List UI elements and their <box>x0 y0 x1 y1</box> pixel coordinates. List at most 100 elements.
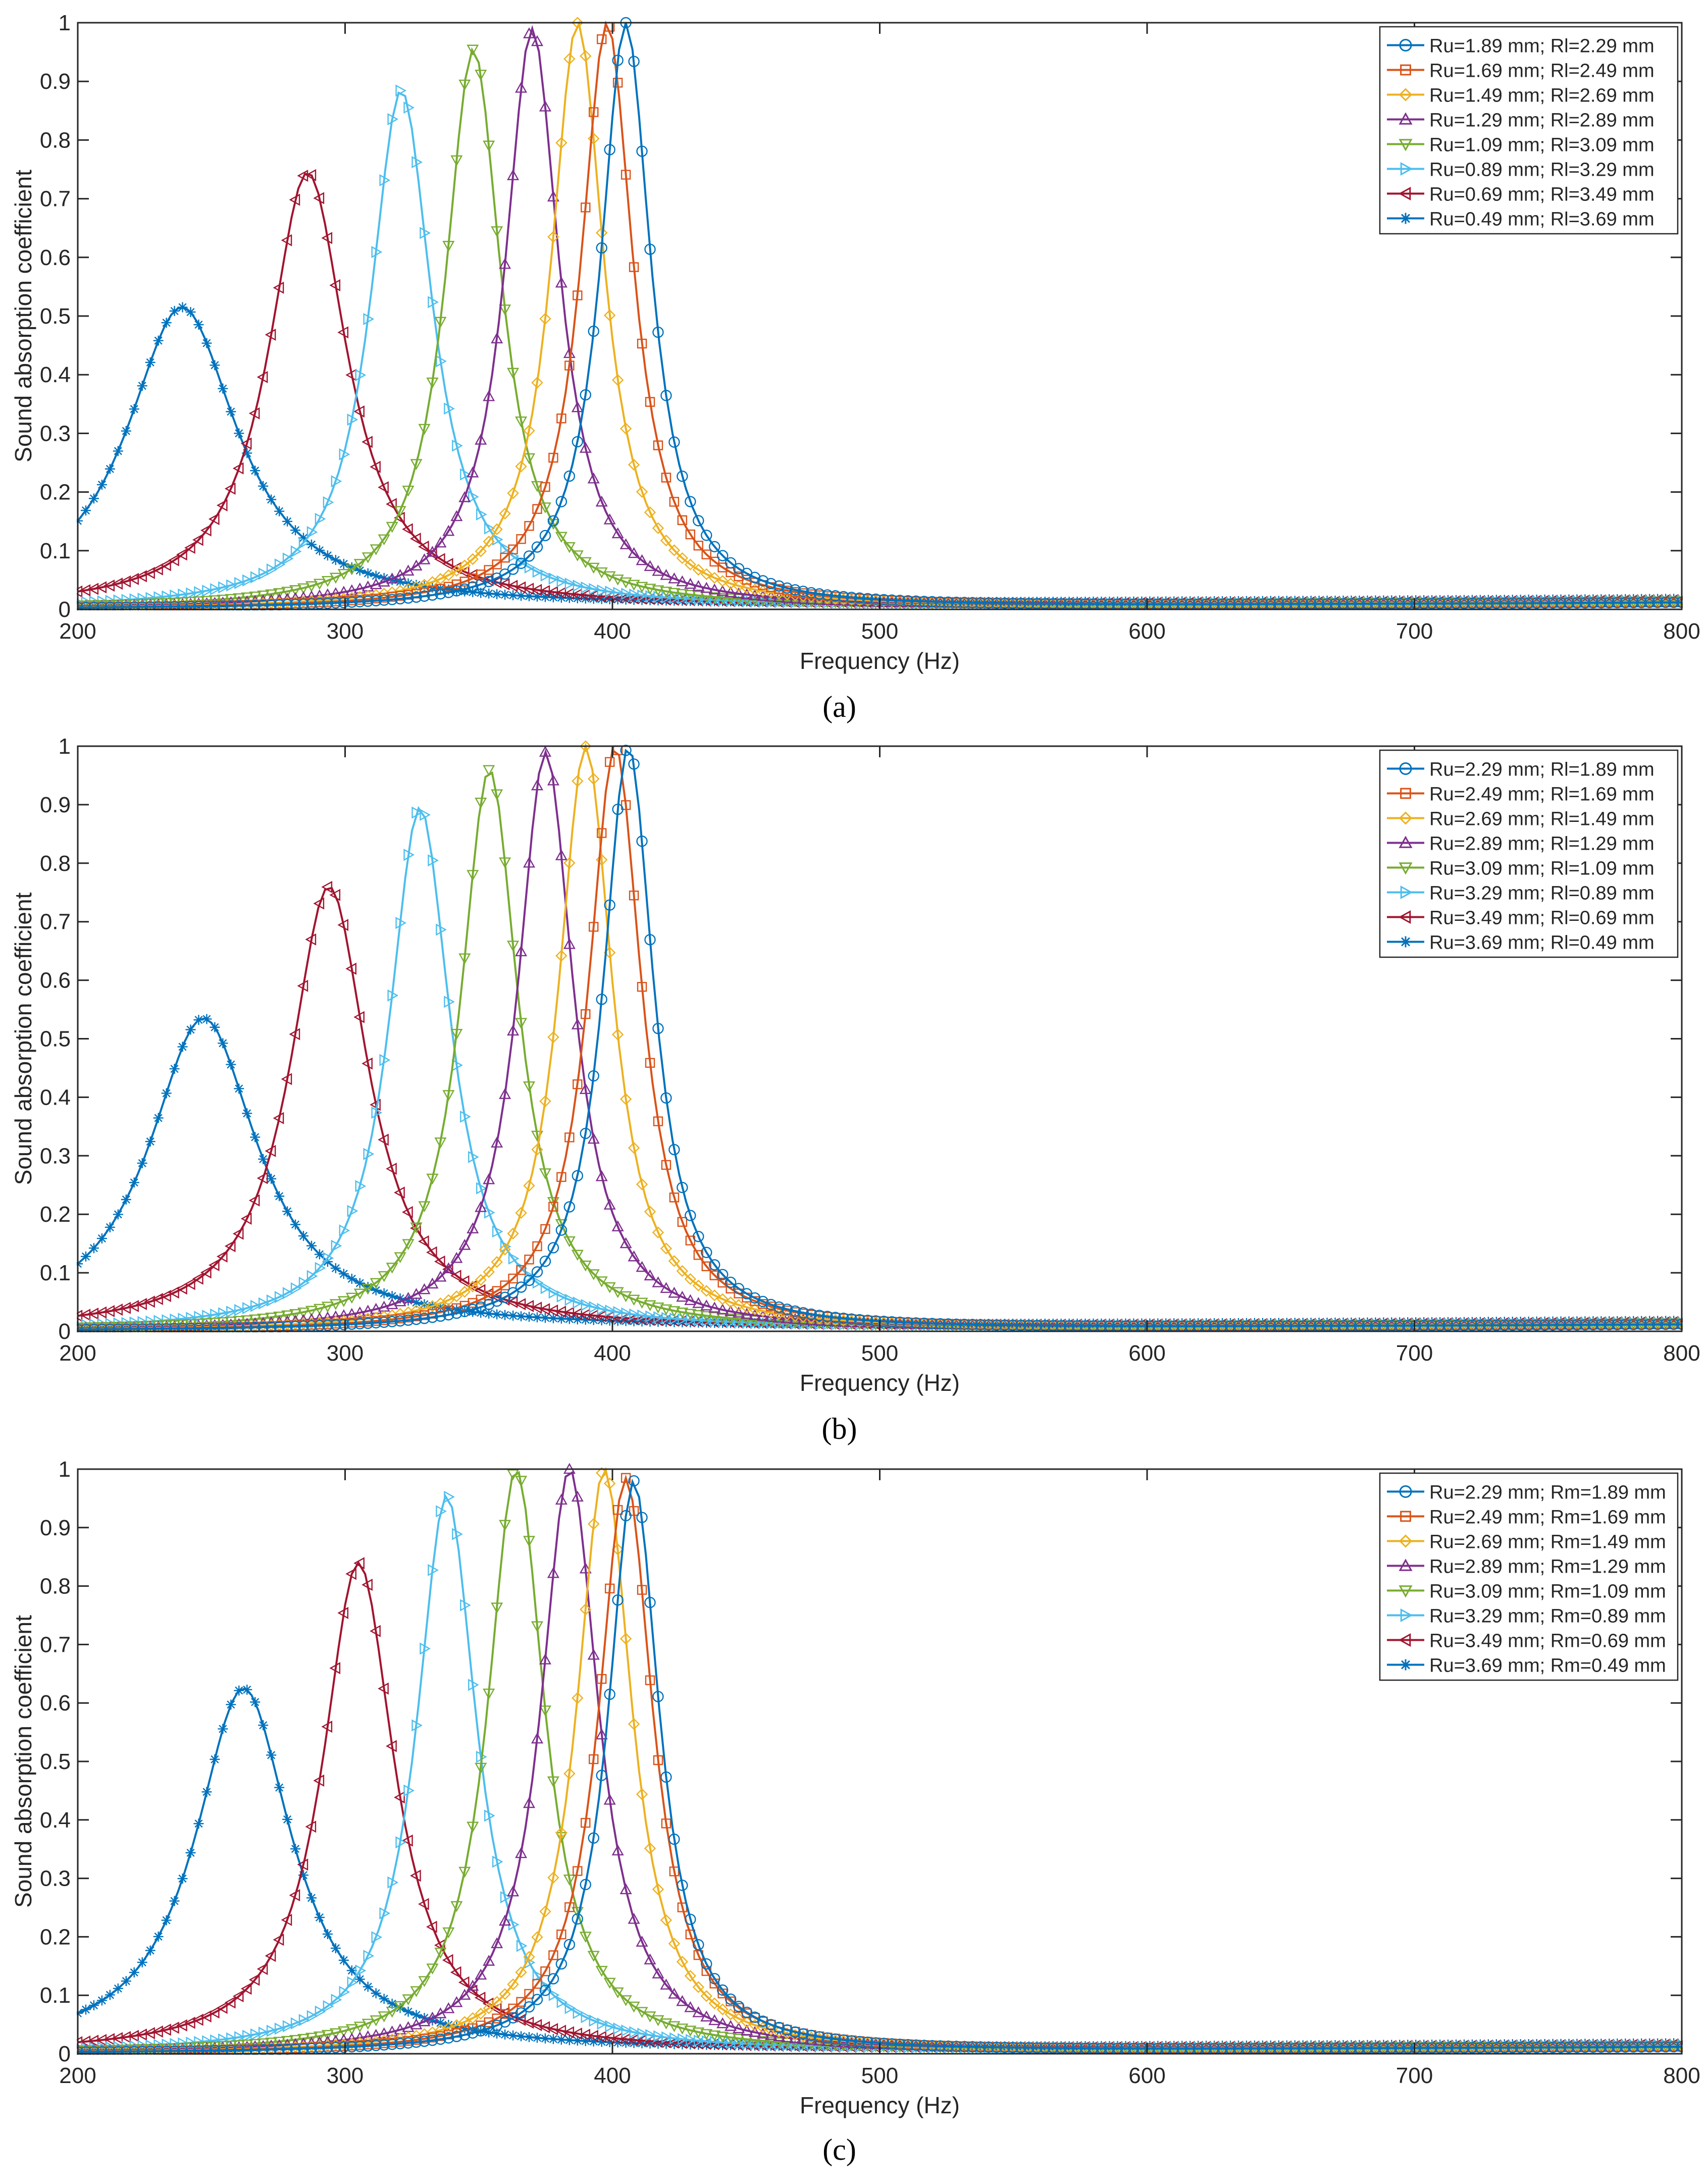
y-tick-label: 0.6 <box>40 968 71 993</box>
y-axis-label: Sound absorption coefficient <box>10 170 36 462</box>
x-tick-label: 400 <box>594 1341 631 1366</box>
y-tick-label: 0.8 <box>40 851 71 876</box>
series-markers <box>77 1475 1683 2055</box>
legend-marker <box>1399 88 1413 101</box>
legend-marker <box>1399 1534 1413 1548</box>
y-tick-label: 0.4 <box>40 1808 71 1833</box>
y-tick-label: 0.9 <box>40 69 71 94</box>
y-tick-label: 0.9 <box>40 1516 71 1540</box>
y-tick-label: 0.3 <box>40 1143 71 1168</box>
legend: Ru=2.29 mm; Rm=1.89 mm Ru=2.49 mm; Rm=1.6… <box>1379 1472 1679 1681</box>
legend-item: Ru=3.09 mm; Rl=1.09 mm <box>1387 858 1655 879</box>
legend: Ru=1.89 mm; Rl=2.29 mm Ru=1.69 mm; Rl=2.4… <box>1379 26 1679 235</box>
y-tick-label: 0.2 <box>40 1202 71 1227</box>
legend-marker <box>1399 1485 1412 1498</box>
legend-box <box>1379 749 1679 958</box>
legend-label: Ru=2.29 mm; Rm=1.89 mm <box>1429 1482 1666 1503</box>
y-tick-label: 0.1 <box>40 1261 71 1285</box>
y-tick-label: 1 <box>59 11 71 35</box>
x-tick-label: 300 <box>327 2063 364 2088</box>
legend-label: Ru=0.69 mm; Rl=3.49 mm <box>1429 184 1655 205</box>
legend-marker <box>1398 1633 1411 1647</box>
x-tick-label: 600 <box>1128 1341 1165 1366</box>
legend: Ru=2.29 mm; Rl=1.89 mm Ru=2.49 mm; Rl=1.6… <box>1379 749 1679 958</box>
y-tick-label: 1 <box>59 1457 71 1482</box>
chart-panel-a: 200 300 400 500 600 700 800 0 0.1 0.2 0.3 0.4 0.5 0.6… <box>10 11 1700 723</box>
x-tick-label: 600 <box>1128 2063 1165 2088</box>
legend-label: Ru=1.29 mm; Rl=2.89 mm <box>1429 110 1655 131</box>
y-tick-label: 0.5 <box>40 1749 71 1774</box>
x-tick-label: 500 <box>861 1341 898 1366</box>
legend-marker <box>1400 162 1413 176</box>
legend-label: Ru=3.69 mm; Rm=0.49 mm <box>1429 1655 1666 1677</box>
y-tick-label: 0.2 <box>40 480 71 505</box>
legend-label: Ru=3.49 mm; Rl=0.69 mm <box>1429 908 1655 929</box>
y-tick-label: 0.2 <box>40 1925 71 1949</box>
chart-panel-b: 200 300 400 500 600 700 800 0 0.1 0.2 0.3 0.4 0.5 0.6… <box>10 734 1700 1445</box>
y-tick-label: 0.5 <box>40 1027 71 1052</box>
legend-marker <box>1398 186 1411 201</box>
legend-item: Ru=3.69 mm; Rm=0.49 mm <box>1387 1655 1666 1677</box>
x-tick-label: 200 <box>59 2063 96 2088</box>
x-axis-label: Frequency (Hz) <box>800 2092 960 2118</box>
legend-label: Ru=2.49 mm; Rm=1.69 mm <box>1429 1507 1666 1528</box>
legend-label: Ru=2.89 mm; Rm=1.29 mm <box>1429 1556 1666 1578</box>
legend-label: Ru=2.49 mm; Rl=1.69 mm <box>1429 784 1655 805</box>
legend-marker <box>1400 1511 1411 1522</box>
x-tick-label: 800 <box>1663 1341 1700 1366</box>
legend-marker <box>1400 885 1413 900</box>
x-tick-label: 600 <box>1128 619 1165 644</box>
legend-item: Ru=0.69 mm; Rl=3.49 mm <box>1387 184 1655 205</box>
legend-marker <box>1400 936 1411 948</box>
y-tick-label: 0.4 <box>40 1085 71 1110</box>
legend-marker <box>1400 213 1411 224</box>
legend-box <box>1379 26 1679 235</box>
legend-label: Ru=2.89 mm; Rl=1.29 mm <box>1429 834 1655 855</box>
legend-item: Ru=1.69 mm; Rl=2.49 mm <box>1387 61 1655 82</box>
legend-label: Ru=3.09 mm; Rm=1.09 mm <box>1429 1581 1666 1602</box>
y-tick-label: 0.5 <box>40 304 71 329</box>
legend-item: Ru=1.89 mm; Rl=2.29 mm <box>1387 36 1655 57</box>
x-tick-label: 800 <box>1663 619 1700 644</box>
legend-marker <box>1399 762 1412 775</box>
y-tick-label: 0.7 <box>40 1632 71 1657</box>
legend-marker <box>1400 788 1411 799</box>
x-tick-label: 500 <box>861 619 898 644</box>
legend-label: Ru=0.49 mm; Rl=3.69 mm <box>1429 209 1655 230</box>
legend-marker <box>1399 862 1413 875</box>
y-tick-label: 0.9 <box>40 793 71 817</box>
y-tick-label: 0.3 <box>40 421 71 446</box>
x-tick-label: 300 <box>327 619 364 644</box>
legend-label: Ru=3.29 mm; Rl=0.89 mm <box>1429 883 1655 904</box>
legend-item: Ru=2.69 mm; Rm=1.49 mm <box>1387 1532 1666 1553</box>
legend-item: Ru=3.49 mm; Rl=0.69 mm <box>1387 908 1655 929</box>
x-tick-label: 200 <box>59 1341 96 1366</box>
legend-item: Ru=3.09 mm; Rm=1.09 mm <box>1387 1581 1666 1602</box>
legend-marker <box>1399 836 1413 848</box>
y-tick-label: 1 <box>59 734 71 759</box>
legend-label: Ru=2.29 mm; Rl=1.89 mm <box>1429 759 1655 781</box>
y-tick-label: 0.6 <box>40 245 71 270</box>
legend-marker <box>1399 139 1413 151</box>
series-markers <box>77 17 1683 610</box>
legend-marker <box>1399 1585 1413 1598</box>
legend-item: Ru=2.49 mm; Rl=1.69 mm <box>1387 784 1655 805</box>
legend-label: Ru=3.09 mm; Rl=1.09 mm <box>1429 858 1655 879</box>
legend-item: Ru=2.29 mm; Rl=1.89 mm <box>1387 759 1655 781</box>
legend-label: Ru=3.69 mm; Rl=0.49 mm <box>1429 932 1655 954</box>
panel-caption: (c) <box>822 2133 856 2166</box>
legend-item: Ru=0.89 mm; Rl=3.29 mm <box>1387 160 1655 181</box>
panel-caption: (a) <box>822 690 856 723</box>
legend-label: Ru=1.69 mm; Rl=2.49 mm <box>1429 61 1655 82</box>
legend-item: Ru=1.49 mm; Rl=2.69 mm <box>1387 85 1655 107</box>
y-tick-label: 0.6 <box>40 1691 71 1715</box>
series-markers <box>77 745 1683 1332</box>
y-tick-label: 0.3 <box>40 1866 71 1891</box>
legend-label: Ru=1.49 mm; Rl=2.69 mm <box>1429 85 1655 107</box>
y-tick-label: 0.7 <box>40 187 71 212</box>
x-axis-label: Frequency (Hz) <box>800 1370 960 1396</box>
y-axis-label: Sound absorption coefficient <box>10 892 36 1185</box>
y-tick-label: 0.1 <box>40 1983 71 2008</box>
legend-item: Ru=2.69 mm; Rl=1.49 mm <box>1387 809 1655 830</box>
